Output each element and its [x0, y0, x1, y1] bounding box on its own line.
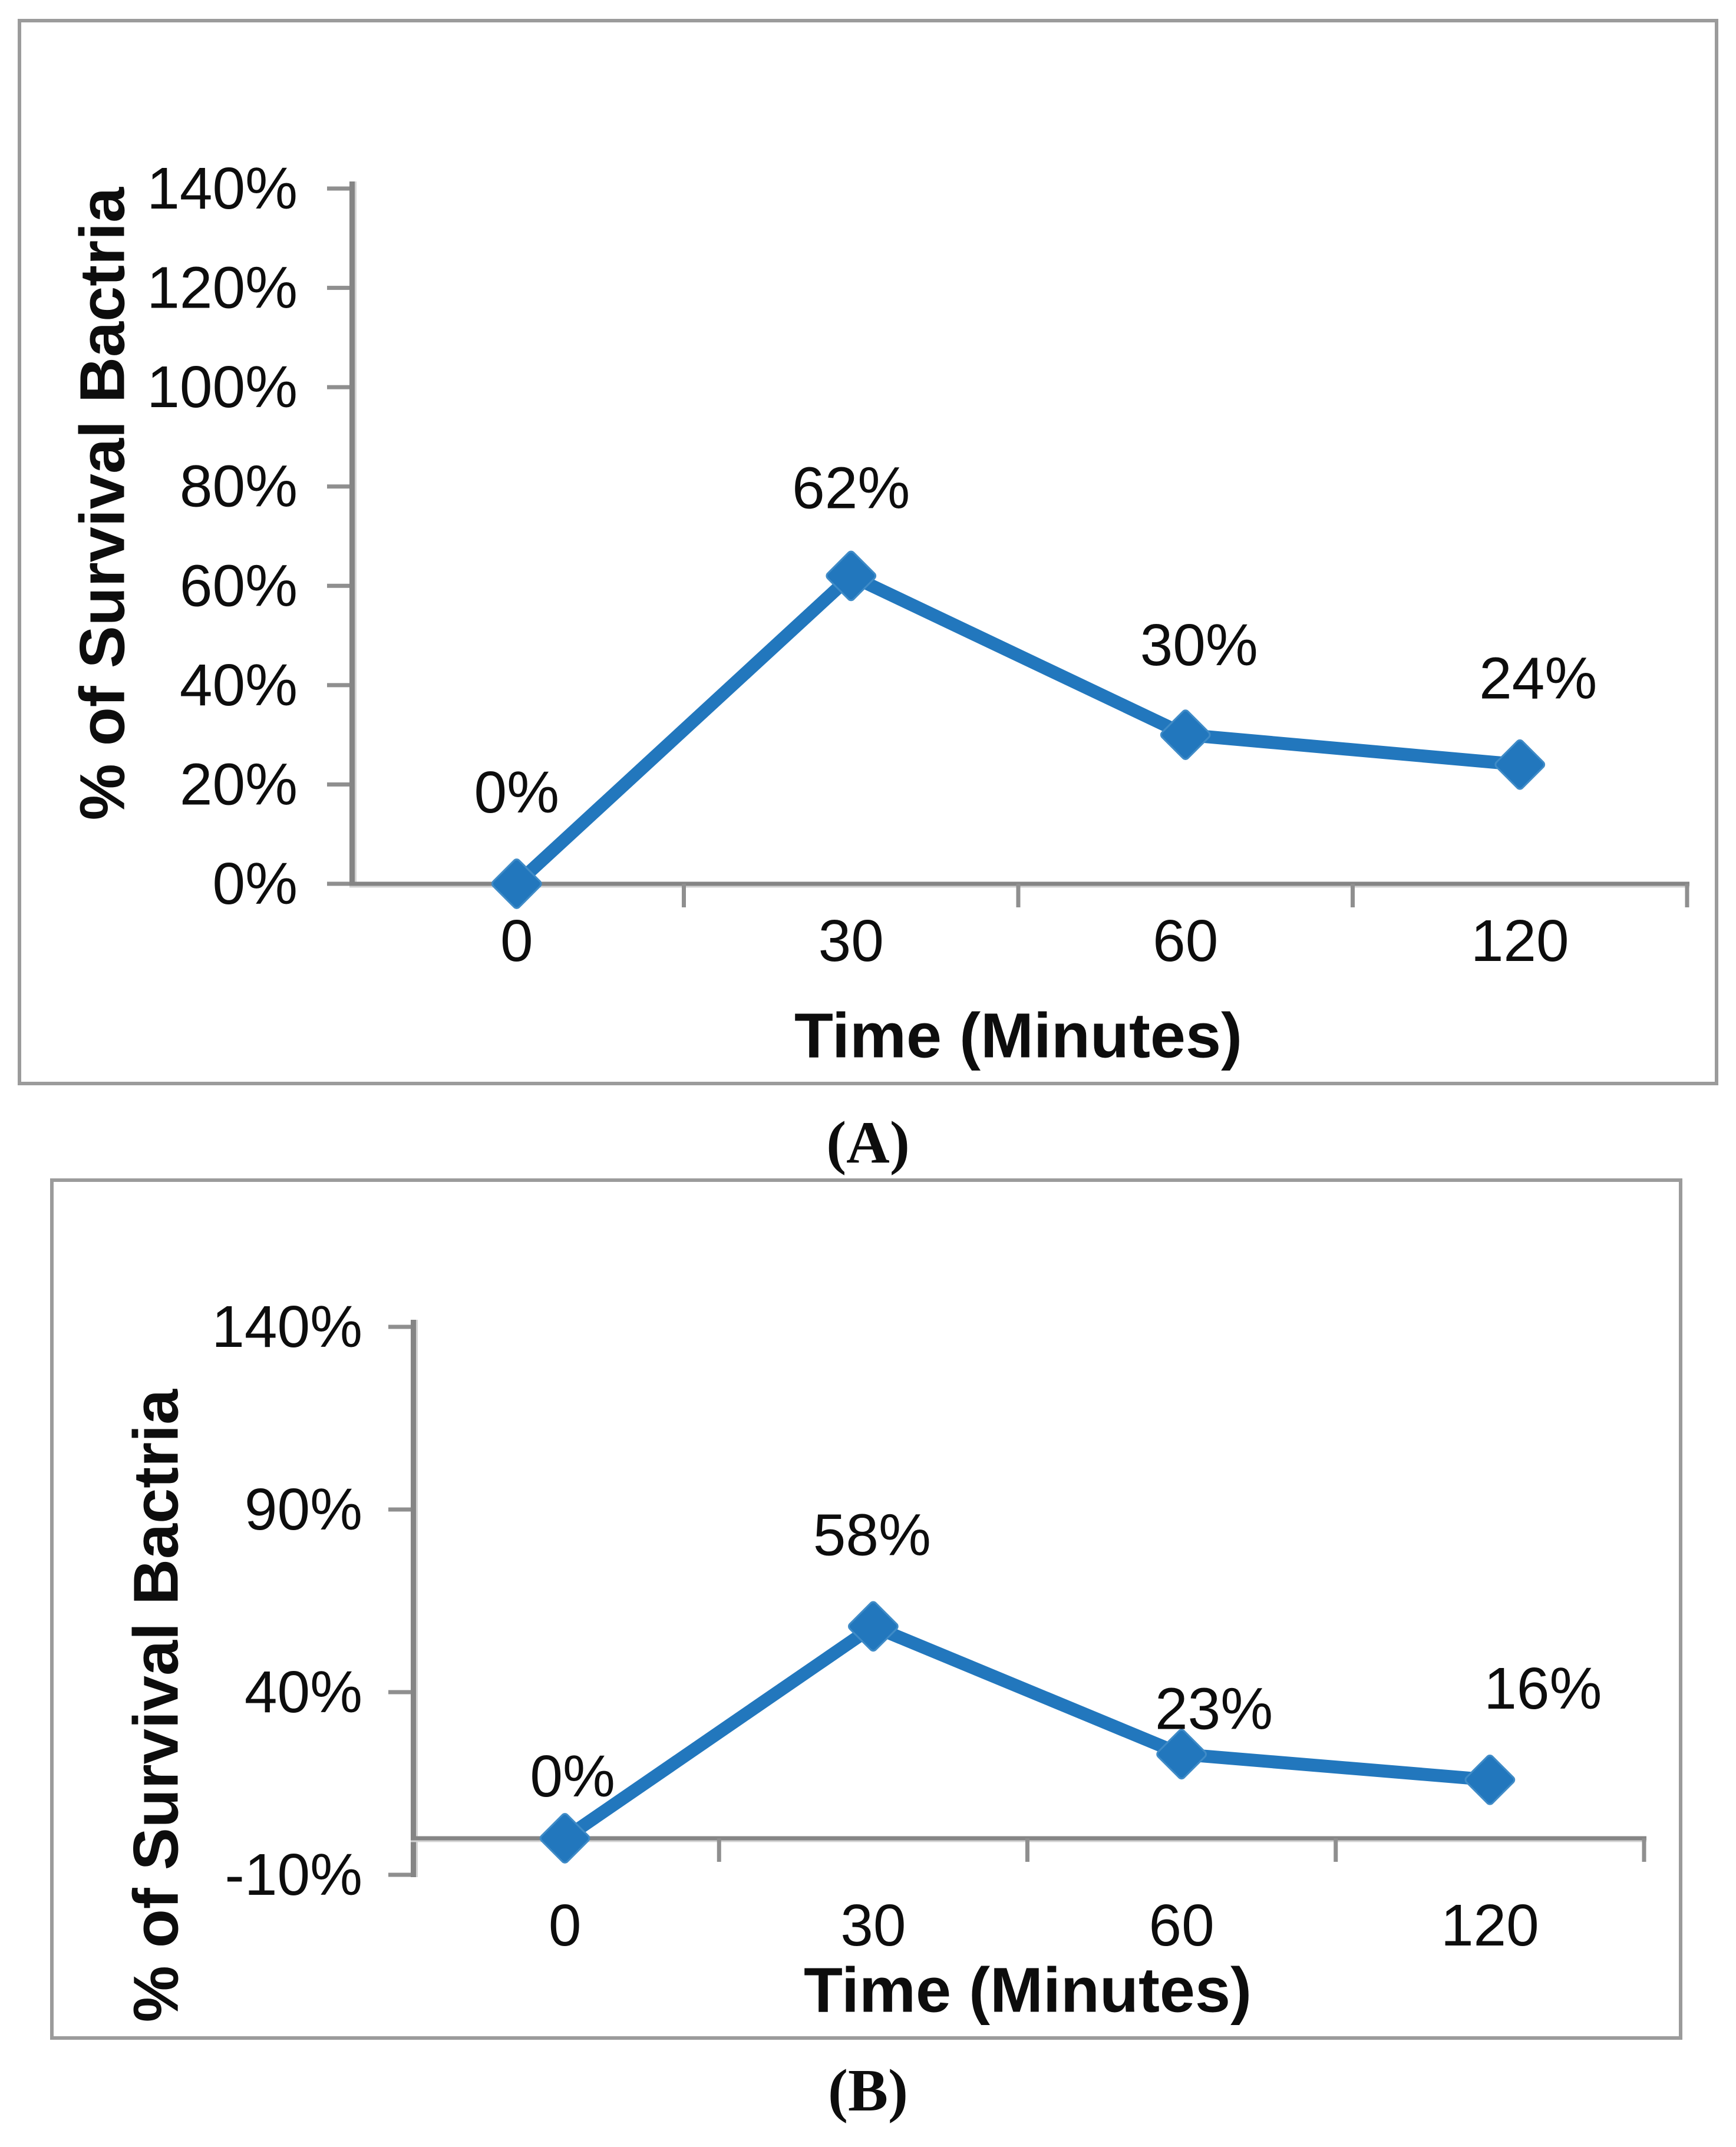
y-tick-label: 80% [180, 454, 298, 520]
y-tick [388, 1690, 411, 1695]
y-tick [327, 186, 349, 191]
x-tick-label: 60 [1153, 908, 1218, 974]
x-tick-label: 120 [1471, 908, 1569, 974]
y-axis-line [411, 1320, 416, 1877]
y-tick [388, 1507, 411, 1512]
x-tick [1025, 1838, 1029, 1862]
x-axis-title: Time (Minutes) [794, 1000, 1242, 1071]
data-label: 23% [1155, 1676, 1273, 1742]
y-tick [327, 881, 349, 886]
x-tick [1334, 1838, 1338, 1862]
data-label: 62% [792, 455, 910, 521]
y-axis-bevel [355, 181, 357, 886]
data-point-marker [1494, 739, 1546, 790]
chart-a-canvas: 140% 120% 100% 80% 60% 40% 20% 0% 0 30 60 120 % of S… [67, 156, 1689, 1071]
series-line [558, 1620, 1497, 1845]
x-tick-label: 60 [1149, 1892, 1214, 1958]
chart-b-panel: 140% 90% 40% -10% 0 30 60 120 % of Survival Bact… [50, 1178, 1682, 2040]
chart-a-panel: 140% 120% 100% 80% 60% 40% 20% 0% 0 30 60 120 % of S… [18, 19, 1718, 1085]
x-tick [682, 884, 686, 907]
y-axis-title: % of Survival Bactria [120, 1389, 192, 2022]
y-tick-label: 140% [212, 1294, 362, 1360]
chart-b-canvas: 140% 90% 40% -10% 0 30 60 120 % of Survival Bact… [120, 1294, 1646, 2026]
data-point-marker [848, 1601, 899, 1652]
data-label: 24% [1479, 646, 1597, 712]
y-tick [327, 782, 349, 787]
y-tick-label: 40% [245, 1659, 362, 1725]
data-label: 0% [474, 759, 559, 825]
x-tick-label: 30 [819, 908, 884, 974]
y-tick-label: 60% [180, 553, 298, 619]
data-label: 16% [1484, 1656, 1602, 1722]
data-point-marker [1464, 1754, 1516, 1805]
y-axis-title: % of Survival Bactria [67, 187, 138, 820]
data-point-marker [491, 858, 542, 909]
data-point-marker [826, 550, 877, 602]
y-tick-label: 100% [147, 354, 298, 420]
y-tick [327, 286, 349, 290]
y-tick [327, 484, 349, 489]
x-tick-label: 0 [549, 1892, 582, 1958]
x-tick-label: 30 [840, 1892, 906, 1958]
chart-a-caption: (A) [826, 1109, 910, 1176]
y-tick-label: 0% [212, 851, 298, 917]
y-tick [327, 583, 349, 588]
x-tick [1351, 884, 1355, 907]
data-point-marker [539, 1813, 590, 1864]
y-tick-label: 90% [245, 1477, 362, 1542]
y-axis-line [349, 181, 355, 886]
data-label: 58% [813, 1502, 931, 1568]
chart-b-caption: (B) [828, 2057, 908, 2124]
x-tick-label: 0 [500, 908, 533, 974]
data-point-marker [1156, 1729, 1207, 1780]
y-tick-label: -10% [225, 1842, 362, 1908]
y-tick [388, 1324, 411, 1329]
y-tick [327, 385, 349, 389]
data-label: 0% [530, 1743, 615, 1809]
y-tick-label: 140% [147, 156, 298, 222]
x-tick [1016, 884, 1021, 907]
x-tick [717, 1838, 721, 1862]
y-tick [388, 1872, 411, 1877]
series-line [510, 569, 1527, 890]
y-tick-label: 20% [180, 751, 298, 817]
y-tick-label: 40% [180, 652, 298, 718]
y-axis-bevel [416, 1320, 418, 1877]
y-tick-label: 120% [147, 255, 298, 321]
y-tick [327, 683, 349, 688]
x-axis-title: Time (Minutes) [804, 1954, 1252, 2026]
data-label: 30% [1140, 612, 1258, 678]
x-tick [1642, 1838, 1646, 1862]
x-tick [1685, 884, 1689, 907]
x-tick-label: 120 [1441, 1892, 1539, 1958]
data-point-marker [1160, 709, 1211, 760]
